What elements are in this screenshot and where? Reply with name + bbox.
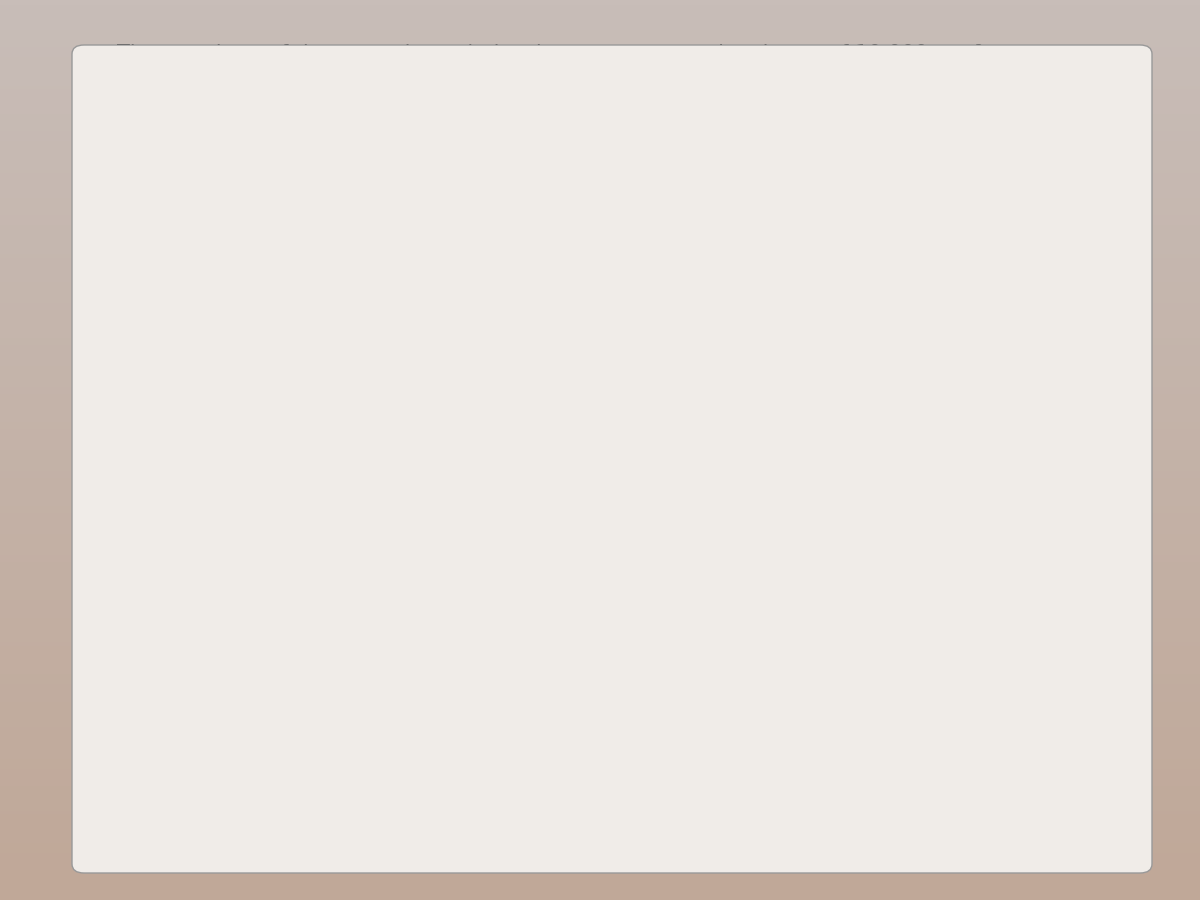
- Text: B: B: [439, 396, 452, 415]
- Text: C: C: [467, 232, 480, 251]
- Text: 6 m: 6 m: [401, 564, 419, 599]
- Text: Determine the stresses in members AB and AE in MPa. Indicate if the stresses are: Determine the stresses in members AB and…: [118, 104, 996, 124]
- Text: 3 m: 3 m: [689, 207, 724, 225]
- Text: E: E: [630, 396, 643, 415]
- Text: 40 kN: 40 kN: [800, 272, 857, 291]
- Text: 80 kN: 80 kN: [636, 449, 692, 469]
- Text: The members of the truss shown below have a cross-sectional area of 10,000 mm².: The members of the truss shown below hav…: [118, 44, 990, 64]
- Text: compression or tension.: compression or tension.: [118, 166, 367, 185]
- Text: F: F: [794, 232, 805, 251]
- Text: A: A: [470, 733, 484, 751]
- Text: 3 m: 3 m: [524, 207, 559, 225]
- Text: D: D: [630, 232, 646, 251]
- Text: 3 m: 3 m: [401, 319, 419, 354]
